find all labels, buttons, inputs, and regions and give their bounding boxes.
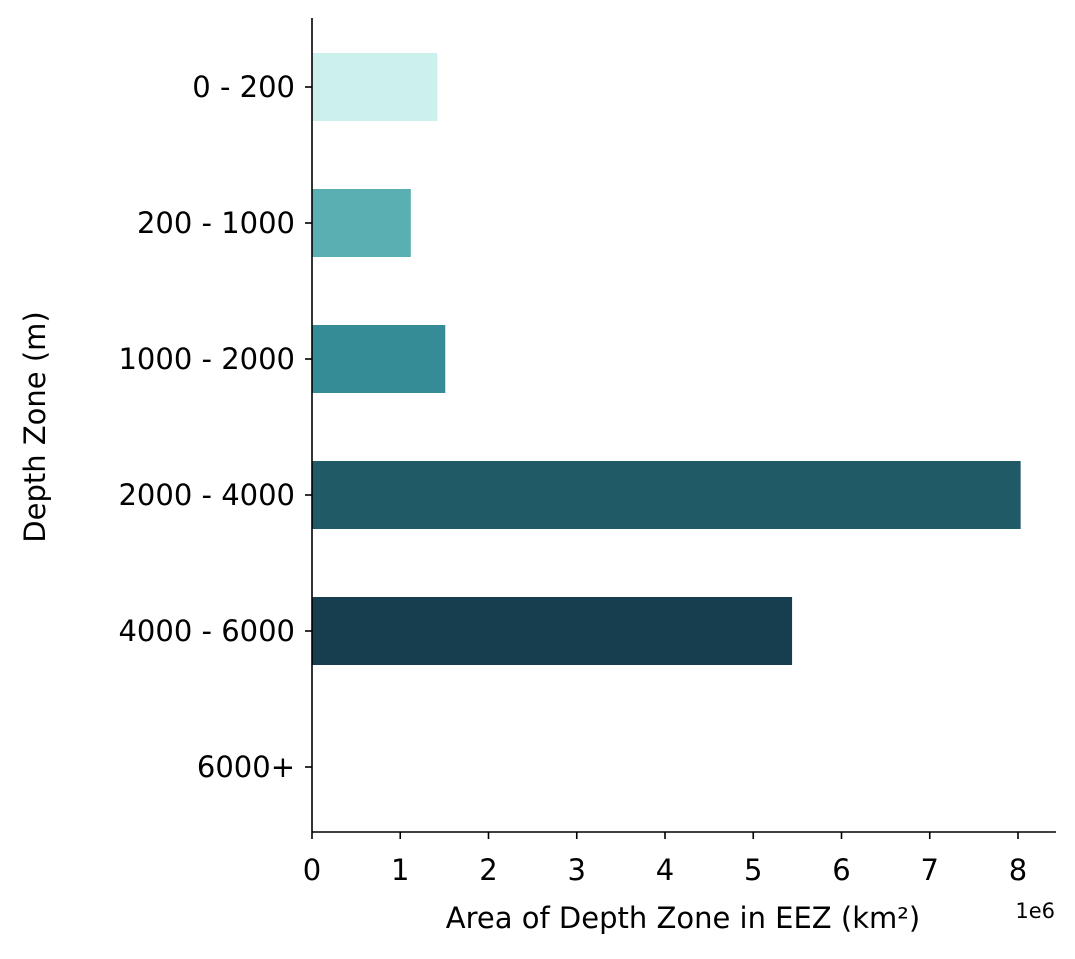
y-tick-label: 2000 - 4000 — [118, 478, 295, 512]
x-tick-label: 1 — [391, 853, 409, 887]
bar-0-200 — [312, 53, 438, 121]
x-tick-label: 7 — [921, 853, 939, 887]
axes: 0 - 200 200 - 1000 1000 - 2000 2000 - 4000 4… — [118, 18, 1056, 887]
x-tick-label: 5 — [744, 853, 762, 887]
y-tick-label: 4000 - 6000 — [118, 614, 295, 648]
x-tick-label: 2 — [479, 853, 497, 887]
x-tick-label: 0 — [303, 853, 321, 887]
x-tick-label: 4 — [656, 853, 674, 887]
y-tick-label: 1000 - 2000 — [118, 342, 295, 376]
bar-2000-4000 — [312, 461, 1021, 529]
bar-200-1000 — [312, 189, 411, 257]
axis-labels: Area of Depth Zone in EEZ (km²) 1e6 Dept… — [18, 311, 1055, 935]
x-tick-label: 8 — [1009, 853, 1027, 887]
y-tick-label: 0 - 200 — [192, 70, 295, 104]
x-tick-label: 3 — [568, 853, 586, 887]
y-tick-label: 6000+ — [197, 750, 295, 784]
bar-4000-6000 — [312, 597, 793, 665]
x-tick-label: 6 — [832, 853, 850, 887]
x-scale-label: 1e6 — [1015, 899, 1055, 923]
y-axis-label: Depth Zone (m) — [18, 311, 52, 542]
bars — [312, 53, 1021, 665]
bar-1000-2000 — [312, 325, 446, 393]
x-axis-label: Area of Depth Zone in EEZ (km²) — [446, 901, 920, 935]
y-tick-label: 200 - 1000 — [137, 206, 295, 240]
